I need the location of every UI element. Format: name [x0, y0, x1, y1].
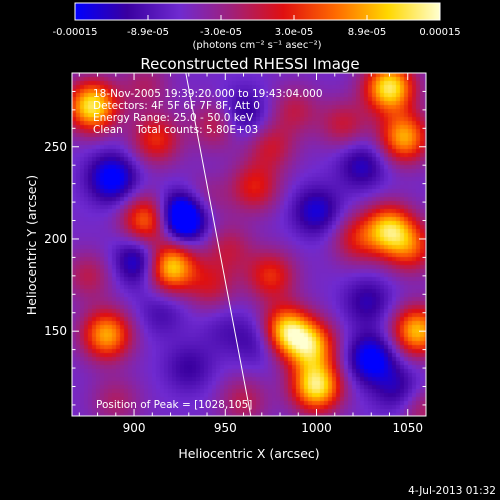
plot-frame — [71, 72, 427, 417]
colorbar-ticks: -0.00015 -8.9e-05 -3.0e-05 3.0e-05 8.9e-05 0.… — [53, 15, 461, 38]
annotation-detectors: Detectors: 4F 5F 6F 7F 8F, Att 0 — [93, 100, 260, 112]
colorbar-tick-label: 0.00015 — [419, 27, 460, 38]
colorbar-unit-label: (photons cm⁻² s⁻¹ asec⁻²) — [192, 40, 321, 51]
chart-title: Reconstructed RHESSI Image — [140, 55, 359, 73]
colorbar — [74, 2, 441, 21]
generation-timestamp: 4-Jul-2013 01:32 — [408, 485, 496, 497]
peak-position-label: Position of Peak = [1028,105] — [96, 399, 252, 411]
colorbar-tick-label: -3.0e-05 — [200, 27, 242, 38]
annotation-clean-counts: Clean Total counts: 5.80E+03 — [93, 124, 258, 136]
x-tick-label: 1000 — [301, 421, 332, 435]
colorbar-tick-label: 8.9e-05 — [348, 27, 386, 38]
solar-limb-line — [185, 73, 252, 416]
y-tick-label: 150 — [44, 324, 67, 338]
annotation-energy-range: Energy Range: 25.0 - 50.0 keV — [93, 112, 254, 124]
x-tick-label: 900 — [123, 421, 146, 435]
y-tick-label: 250 — [44, 140, 67, 154]
info-annotations: 18-Nov-2005 19:39:20.000 to 19:43:04.000… — [93, 88, 323, 136]
x-tick-label: 950 — [214, 421, 237, 435]
annotation-time-range: 18-Nov-2005 19:39:20.000 to 19:43:04.000 — [93, 88, 323, 100]
colorbar-tick-label: -8.9e-05 — [127, 27, 169, 38]
y-axis-label: Heliocentric Y (arcsec) — [24, 175, 39, 315]
axis-ticks: 900 950 1000 1050 150 200 250 — [44, 72, 427, 435]
colorbar-tick-label: -0.00015 — [53, 27, 98, 38]
image-area — [72, 73, 426, 416]
y-tick-label: 200 — [44, 232, 67, 246]
colorbar-tick-label: 3.0e-05 — [275, 27, 313, 38]
x-axis-label: Heliocentric X (arcsec) — [178, 446, 319, 461]
x-tick-label: 1050 — [392, 421, 423, 435]
